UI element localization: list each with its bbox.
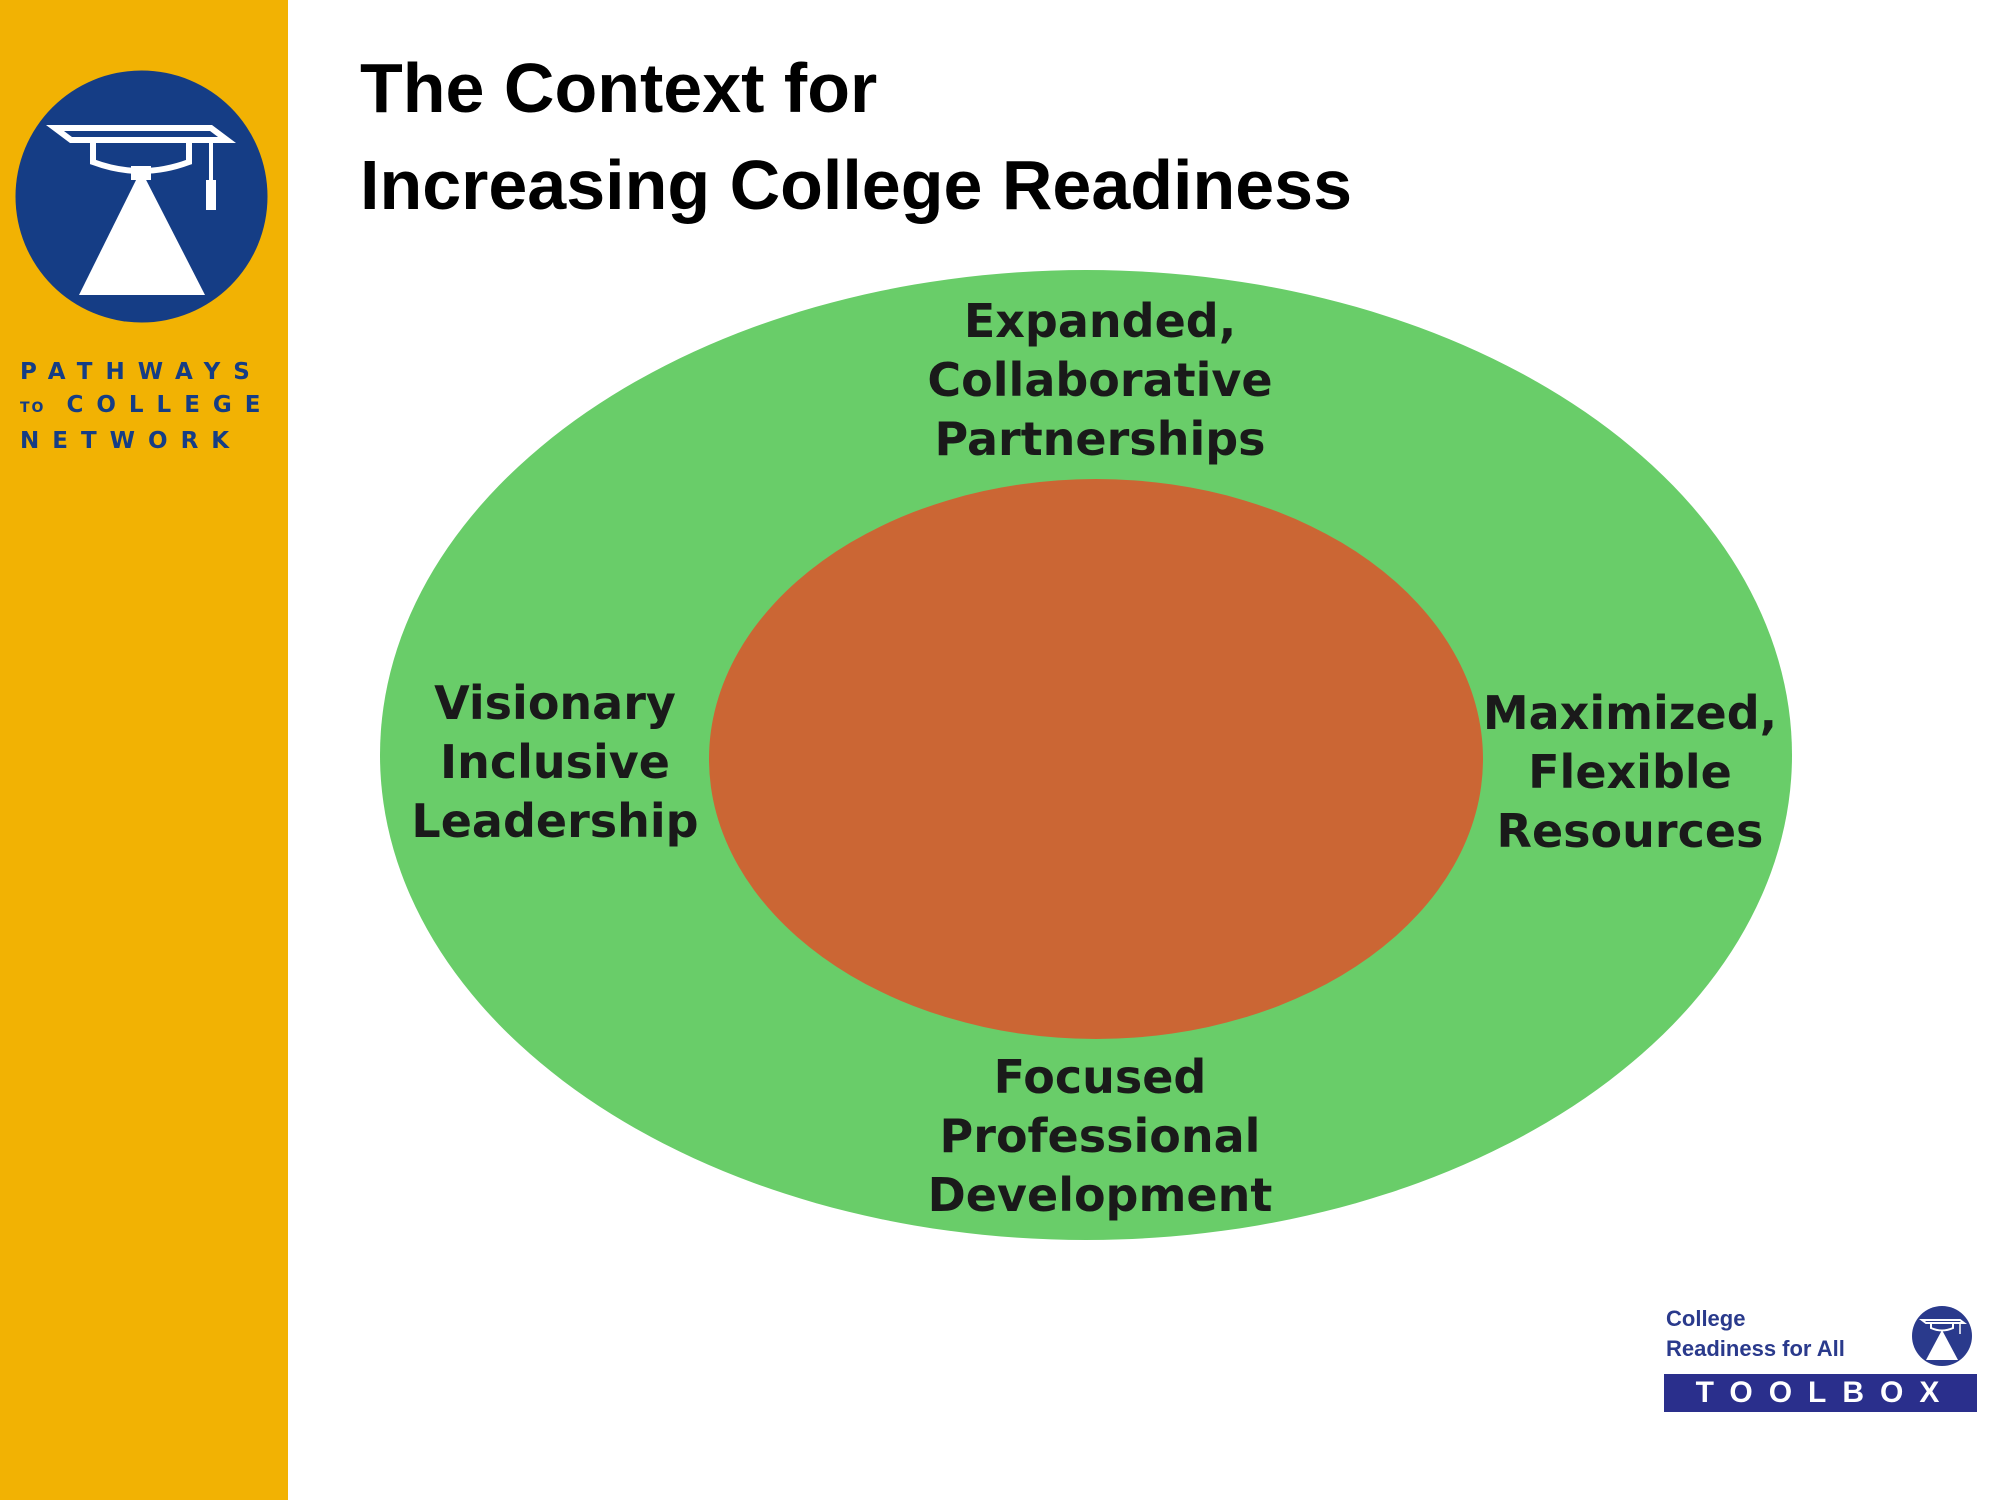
brand-line-2-prefix: TO (20, 400, 46, 416)
title-line-2: Increasing College Readiness (360, 146, 1353, 224)
toolbox-line-1: College (1666, 1306, 1746, 1331)
label-top-line-1: Expanded, (963, 294, 1237, 348)
brand-line-2: TO COLLEGE (20, 389, 270, 425)
graduation-cap-lamp-icon (1912, 1306, 1972, 1366)
label-top-line-3: Partnerships (934, 412, 1266, 466)
pathways-brand-text: PATHWAYS TO COLLEGE NETWORK (20, 356, 270, 458)
label-bottom-development: Focused Professional Development (900, 1048, 1300, 1225)
brand-line-2-main: COLLEGE (66, 392, 274, 418)
label-top-line-2: Collaborative (927, 353, 1273, 407)
label-bottom-line-2: Professional (939, 1109, 1261, 1163)
label-bottom-line-3: Development (927, 1168, 1273, 1222)
toolbox-wordmark: TOOLBOX (1664, 1374, 1977, 1412)
inner-core (709, 479, 1483, 1039)
label-top-partnerships: Expanded, Collaborative Partnerships (900, 292, 1300, 469)
brand-line-3: NETWORK (20, 428, 243, 454)
brand-line-1: PATHWAYS (20, 359, 263, 385)
label-right-resources: Maximized, Flexible Resources (1470, 684, 1790, 861)
graduation-cap-lamp-icon (15, 70, 268, 323)
sidebar: PATHWAYS TO COLLEGE NETWORK (0, 0, 288, 1500)
page-title: The Context for Increasing College Readi… (360, 40, 1352, 234)
title-line-1: The Context for (360, 49, 878, 127)
label-right-line-2: Flexible (1528, 745, 1732, 799)
toolbox-logo: College Readiness for All TOOLBOX (1660, 1304, 1980, 1424)
label-right-line-3: Resources (1496, 804, 1764, 858)
label-right-line-1: Maximized, (1482, 686, 1778, 740)
label-left-line-1: Visionary (434, 676, 676, 730)
toolbox-line-2: Readiness for All (1666, 1336, 1845, 1361)
label-bottom-line-1: Focused (993, 1050, 1207, 1104)
label-left-line-3: Leadership (411, 794, 699, 848)
label-left-leadership: Visionary Inclusive Leadership (395, 674, 715, 851)
label-left-line-2: Inclusive (440, 735, 670, 789)
